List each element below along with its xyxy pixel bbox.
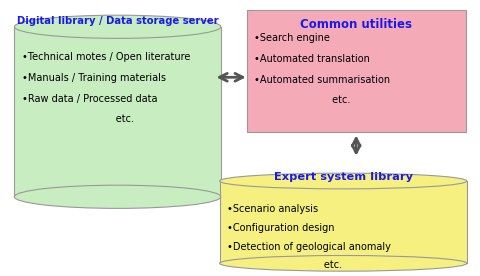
Text: •Scenario analysis: •Scenario analysis — [227, 204, 318, 214]
Ellipse shape — [14, 15, 221, 38]
FancyBboxPatch shape — [247, 10, 466, 132]
Ellipse shape — [14, 185, 221, 208]
Text: Expert system library: Expert system library — [274, 172, 413, 182]
Text: Common utilities: Common utilities — [300, 18, 412, 31]
Text: •Detection of geological anomaly: •Detection of geological anomaly — [227, 242, 391, 252]
Bar — [219, 181, 467, 263]
Text: •Configuration design: •Configuration design — [227, 223, 334, 233]
Text: Digital library / Data storage server: Digital library / Data storage server — [17, 16, 218, 26]
Bar — [14, 27, 221, 197]
Text: etc.: etc. — [254, 95, 351, 105]
Text: •Manuals / Training materials: •Manuals / Training materials — [22, 73, 166, 83]
Text: •Automated summarisation: •Automated summarisation — [254, 75, 391, 84]
Text: •Automated translation: •Automated translation — [254, 54, 370, 64]
Ellipse shape — [219, 256, 467, 271]
Ellipse shape — [219, 173, 467, 189]
Text: •Technical motes / Open literature: •Technical motes / Open literature — [22, 52, 190, 62]
Text: etc.: etc. — [22, 114, 133, 124]
Text: •Search engine: •Search engine — [254, 33, 330, 43]
Text: etc.: etc. — [227, 260, 342, 270]
Text: •Raw data / Processed data: •Raw data / Processed data — [22, 94, 157, 104]
